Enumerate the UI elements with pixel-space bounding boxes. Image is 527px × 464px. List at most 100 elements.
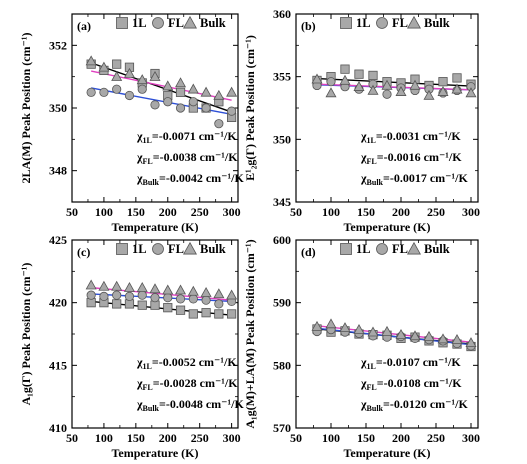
data-point-fl	[112, 290, 122, 300]
data-point-bulk	[465, 337, 477, 348]
panel-label: (a)	[77, 19, 91, 33]
data-point-bulk	[162, 284, 174, 295]
data-point-fl	[201, 295, 211, 305]
y-tick-label: 355	[273, 70, 291, 84]
legend-label-fl: FL	[168, 242, 184, 256]
y-tick-label: 352	[49, 38, 67, 52]
slope-annotation-1l: χ1L=-0.0031 cm⁻¹/K	[360, 129, 461, 145]
y-tick-label: 345	[273, 195, 291, 209]
data-point-bulk	[149, 71, 161, 81]
slope-annotation-bulk: χBulk=-0.0120 cm⁻¹/K	[360, 397, 468, 413]
slope-annotation-fl: χFL=-0.0028 cm⁻¹/K	[136, 376, 238, 392]
data-point-fl	[99, 291, 109, 301]
x-tick-label: 300	[223, 431, 241, 445]
data-point-1l	[175, 305, 186, 315]
data-point-fl	[124, 90, 135, 101]
data-point-bulk	[123, 67, 135, 78]
data-point-fl	[227, 106, 237, 116]
panel-label: (d)	[301, 245, 316, 259]
slope-annotation-bulk: χBulk=-0.0048 cm⁻¹/K	[136, 397, 244, 413]
data-point-bulk	[423, 89, 435, 100]
data-point-fl	[86, 290, 96, 300]
slope-annotation-1l: χ1L=-0.0071 cm⁻¹/K	[136, 129, 237, 145]
legend-label-1l: 1L	[132, 16, 147, 30]
y-tick-label: 410	[49, 421, 67, 435]
x-tick-label: 150	[127, 205, 145, 219]
data-point-bulk	[409, 330, 421, 341]
data-point-bulk	[175, 284, 187, 295]
x-tick-label: 150	[357, 205, 375, 219]
chart-panel-b: 50 100 150 200 250 300 345 350 355 360 Temperature…	[243, 7, 480, 234]
x-tick-label: 50	[66, 205, 78, 219]
y-tick-label: 360	[273, 7, 291, 21]
data-point-bulk	[213, 288, 225, 299]
data-point-fl	[201, 103, 211, 113]
chart-panel-d: 50 100 150 200 250 300 570 580 590 600 Temperature…	[243, 233, 480, 460]
x-tick-label: 50	[290, 431, 302, 445]
x-tick-label: 250	[191, 205, 209, 219]
x-tick-label: 150	[127, 431, 145, 445]
x-tick-label: 300	[462, 431, 480, 445]
slope-annotation-bulk: χBulk=-0.0042 cm⁻¹/K	[136, 171, 244, 187]
x-tick-label: 100	[95, 205, 113, 219]
data-point-bulk	[226, 289, 238, 300]
data-point-bulk	[423, 330, 435, 341]
data-point-bulk	[451, 333, 463, 344]
data-point-bulk	[85, 55, 97, 66]
y-axis-label: A₁g(M)+LA(M) Peak Position (cm⁻¹)	[243, 239, 257, 428]
panel-label: (b)	[301, 19, 316, 33]
data-point-1l	[112, 299, 122, 309]
legend-marker-bulk	[406, 15, 422, 29]
data-point-bulk	[187, 83, 199, 94]
data-point-bulk	[437, 333, 449, 344]
x-axis-label: Temperature (K)	[112, 220, 199, 234]
legend-marker-fl	[376, 243, 388, 255]
data-point-fl	[163, 293, 173, 303]
y-tick-label: 425	[49, 233, 67, 247]
data-point-fl	[163, 97, 173, 107]
data-point-bulk	[409, 79, 421, 90]
legend-marker-bulk	[182, 241, 198, 255]
x-tick-label: 100	[322, 431, 340, 445]
y-tick-label: 580	[273, 358, 291, 372]
data-point-bulk	[367, 326, 379, 337]
data-point-fl	[137, 290, 147, 300]
data-point-bulk	[162, 80, 174, 91]
data-point-bulk	[149, 283, 161, 294]
slope-annotation-bulk: χBulk=-0.0017 cm⁻¹/K	[360, 171, 468, 187]
y-axis-label: 2LA(M) Peak Position (cm⁻¹)	[19, 33, 33, 184]
data-point-1l	[438, 77, 448, 87]
x-tick-label: 250	[427, 205, 445, 219]
data-point-fl	[124, 291, 135, 301]
data-point-1l	[112, 59, 122, 69]
y-tick-label: 348	[49, 164, 67, 178]
y-axis-label: E¹₂g(Γ) Peak Position (cm⁻¹)	[243, 35, 257, 181]
y-axis-label: A₁g(Γ) Peak Position (cm⁻¹)	[19, 263, 33, 406]
data-point-bulk	[136, 74, 148, 85]
data-point-bulk	[111, 280, 123, 291]
data-point-bulk	[200, 286, 212, 297]
data-point-fl	[214, 119, 224, 129]
legend-label-bulk: Bulk	[424, 242, 450, 256]
data-point-fl	[188, 97, 198, 107]
legend-marker-fl	[152, 243, 164, 255]
legend-label-bulk: Bulk	[200, 16, 226, 30]
data-point-fl	[382, 89, 392, 99]
y-tick-label: 415	[49, 358, 67, 372]
data-point-fl	[99, 87, 109, 97]
data-point-bulk	[367, 84, 379, 95]
legend-marker-bulk	[406, 241, 422, 255]
x-tick-label: 200	[159, 205, 177, 219]
legend-label-1l: 1L	[132, 242, 147, 256]
data-point-1l	[188, 309, 198, 319]
data-point-bulk	[381, 79, 393, 90]
x-tick-label: 300	[462, 205, 480, 219]
y-tick-label: 350	[49, 101, 67, 115]
x-tick-label: 100	[95, 431, 113, 445]
legend-marker-bulk	[182, 15, 198, 29]
x-tick-label: 50	[66, 431, 78, 445]
legend-label-fl: FL	[168, 16, 184, 30]
data-point-bulk	[381, 325, 393, 336]
data-point-bulk	[437, 86, 449, 96]
